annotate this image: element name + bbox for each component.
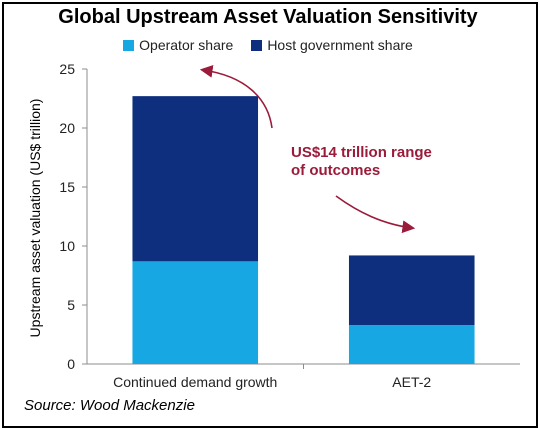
legend-swatch-host-government <box>251 39 263 51</box>
y-tick-label: 25 <box>59 61 75 77</box>
chart-legend: Operator share Host government share <box>0 37 536 53</box>
source-note: Source: Wood Mackenzie <box>24 397 195 414</box>
y-tick-label: 0 <box>67 356 75 372</box>
legend-item-host-government: Host government share <box>251 37 413 53</box>
bar-operator-share-1 <box>348 325 475 364</box>
y-axis-title: Upstream asset valuation (US$ trillion) <box>27 99 43 338</box>
annotation-arrow-lower <box>335 195 416 234</box>
annotation-line-1: US$14 trillion range <box>291 144 432 161</box>
legend-swatch-operator <box>123 39 135 51</box>
x-tick-label: AET-2 <box>392 374 431 390</box>
bar-host-government-share-1 <box>348 255 475 326</box>
chart-title: Global Upstream Asset Valuation Sensitiv… <box>58 6 478 28</box>
legend-label-host-government: Host government share <box>267 37 413 53</box>
y-tick-label: 10 <box>59 238 75 254</box>
legend-item-operator: Operator share <box>123 37 233 53</box>
y-tick-label: 5 <box>67 297 75 313</box>
y-tick-label: 20 <box>59 120 75 136</box>
annotation-line-2: of outcomes <box>291 162 380 179</box>
bar-host-government-share-0 <box>132 96 259 262</box>
x-tick-label: Continued demand growth <box>113 374 277 390</box>
legend-label-operator: Operator share <box>139 37 234 53</box>
bar-operator-share-0 <box>132 261 259 364</box>
y-tick-label: 15 <box>59 179 75 195</box>
annotation-arrow-upper <box>199 65 273 129</box>
